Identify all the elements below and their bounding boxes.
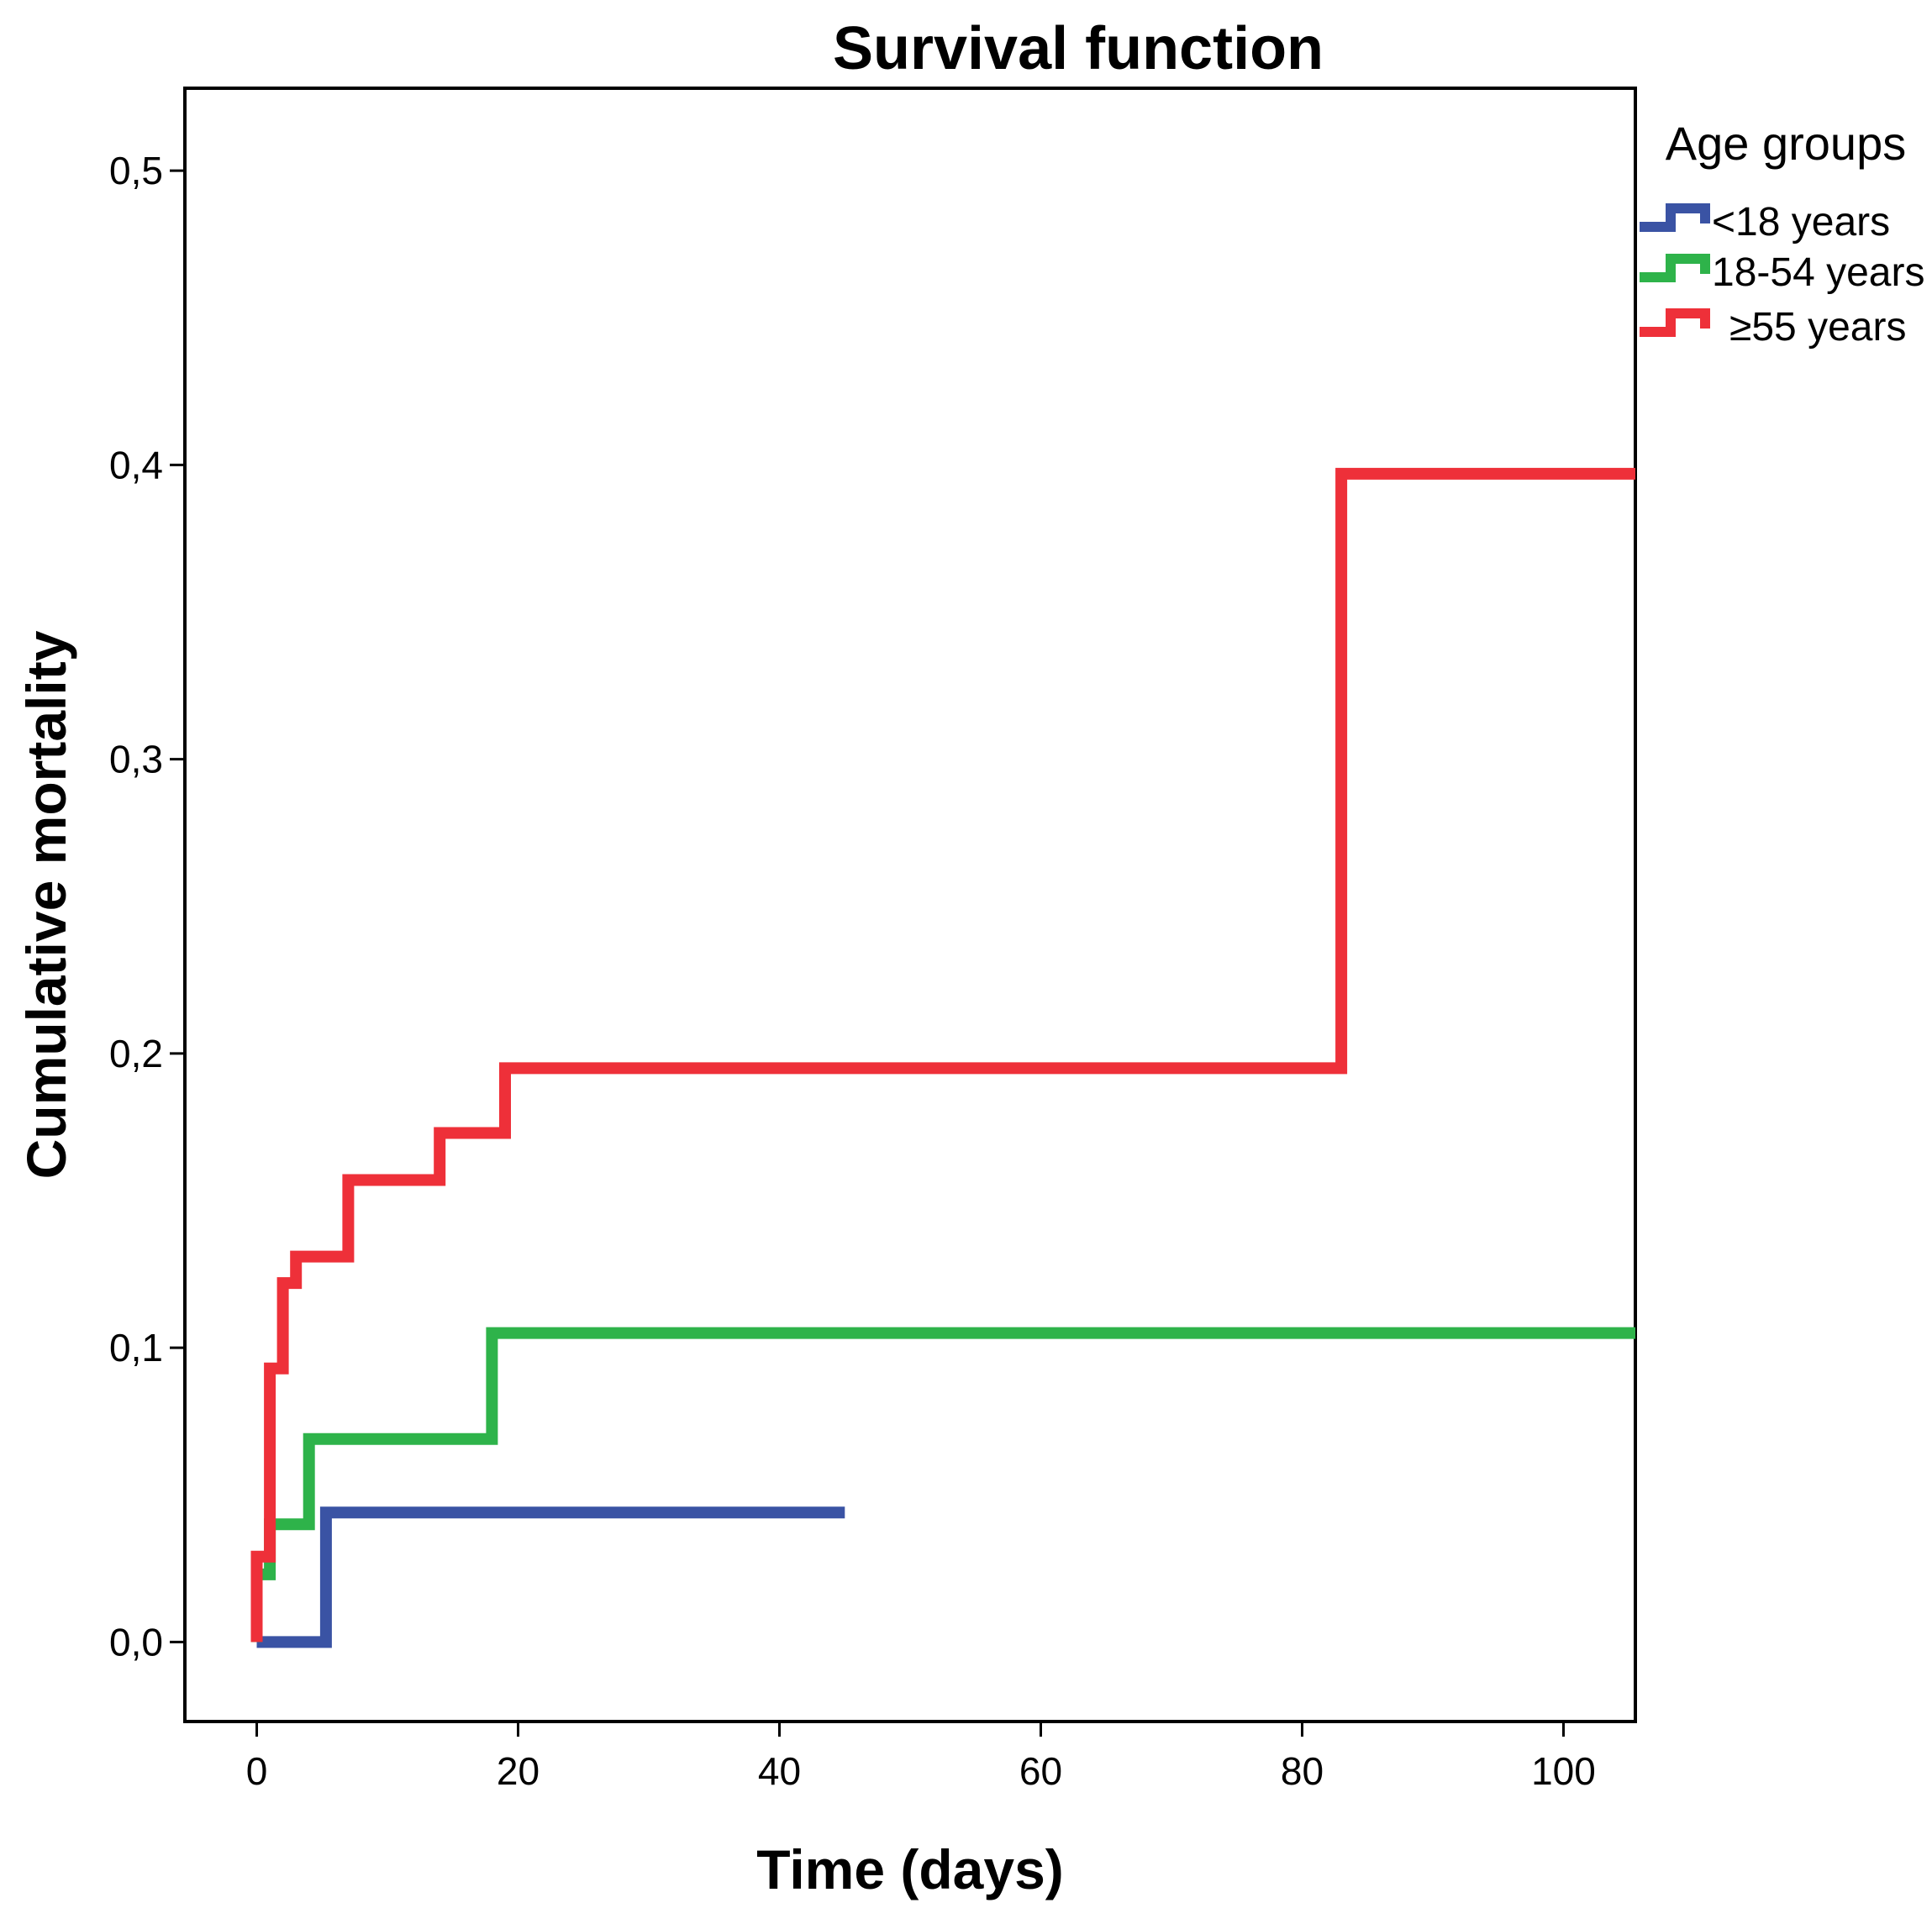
legend: Age groups <18 years 18-54 years ≥55 years — [1640, 117, 1924, 350]
y-tick-label: 0,4 — [109, 443, 163, 486]
legend-swatch — [1640, 254, 1710, 282]
x-axis: 0 20 40 60 80 100 — [246, 1722, 1596, 1793]
x-tick-label: 20 — [497, 1749, 540, 1793]
series-line-18-54-years — [250, 1327, 1635, 1643]
x-tick-label: 80 — [1281, 1749, 1324, 1793]
legend-label: ≥55 years — [1729, 305, 1906, 350]
y-tick-label: 0,3 — [109, 738, 163, 781]
legend-label: 18-54 years — [1712, 250, 1924, 295]
y-tick-label: 0,5 — [109, 149, 163, 192]
y-tick-label: 0,0 — [109, 1620, 163, 1664]
y-axis: 0,0 0,1 0,2 0,3 0,4 0,5 — [109, 149, 185, 1664]
x-tick-label: 0 — [246, 1749, 268, 1793]
series-line-18-years — [256, 1506, 845, 1648]
legend-title: Age groups — [1666, 117, 1906, 170]
y-tick-label: 0,2 — [109, 1032, 163, 1075]
legend-swatch — [1640, 308, 1710, 337]
x-tick-label: 100 — [1531, 1749, 1596, 1793]
x-tick-label: 40 — [758, 1749, 801, 1793]
x-tick-label: 60 — [1019, 1749, 1062, 1793]
series-line-55-years — [250, 467, 1635, 1643]
series-layer — [250, 467, 1635, 1648]
y-axis-label: Cumulative mortality — [15, 630, 77, 1179]
legend-label: <18 years — [1712, 200, 1890, 244]
plot-area-frame — [183, 87, 1637, 1723]
x-axis-label: Time (days) — [756, 1838, 1064, 1900]
chart-title: Survival function — [833, 15, 1324, 82]
legend-swatch — [1640, 203, 1710, 232]
y-tick-label: 0,1 — [109, 1326, 163, 1369]
